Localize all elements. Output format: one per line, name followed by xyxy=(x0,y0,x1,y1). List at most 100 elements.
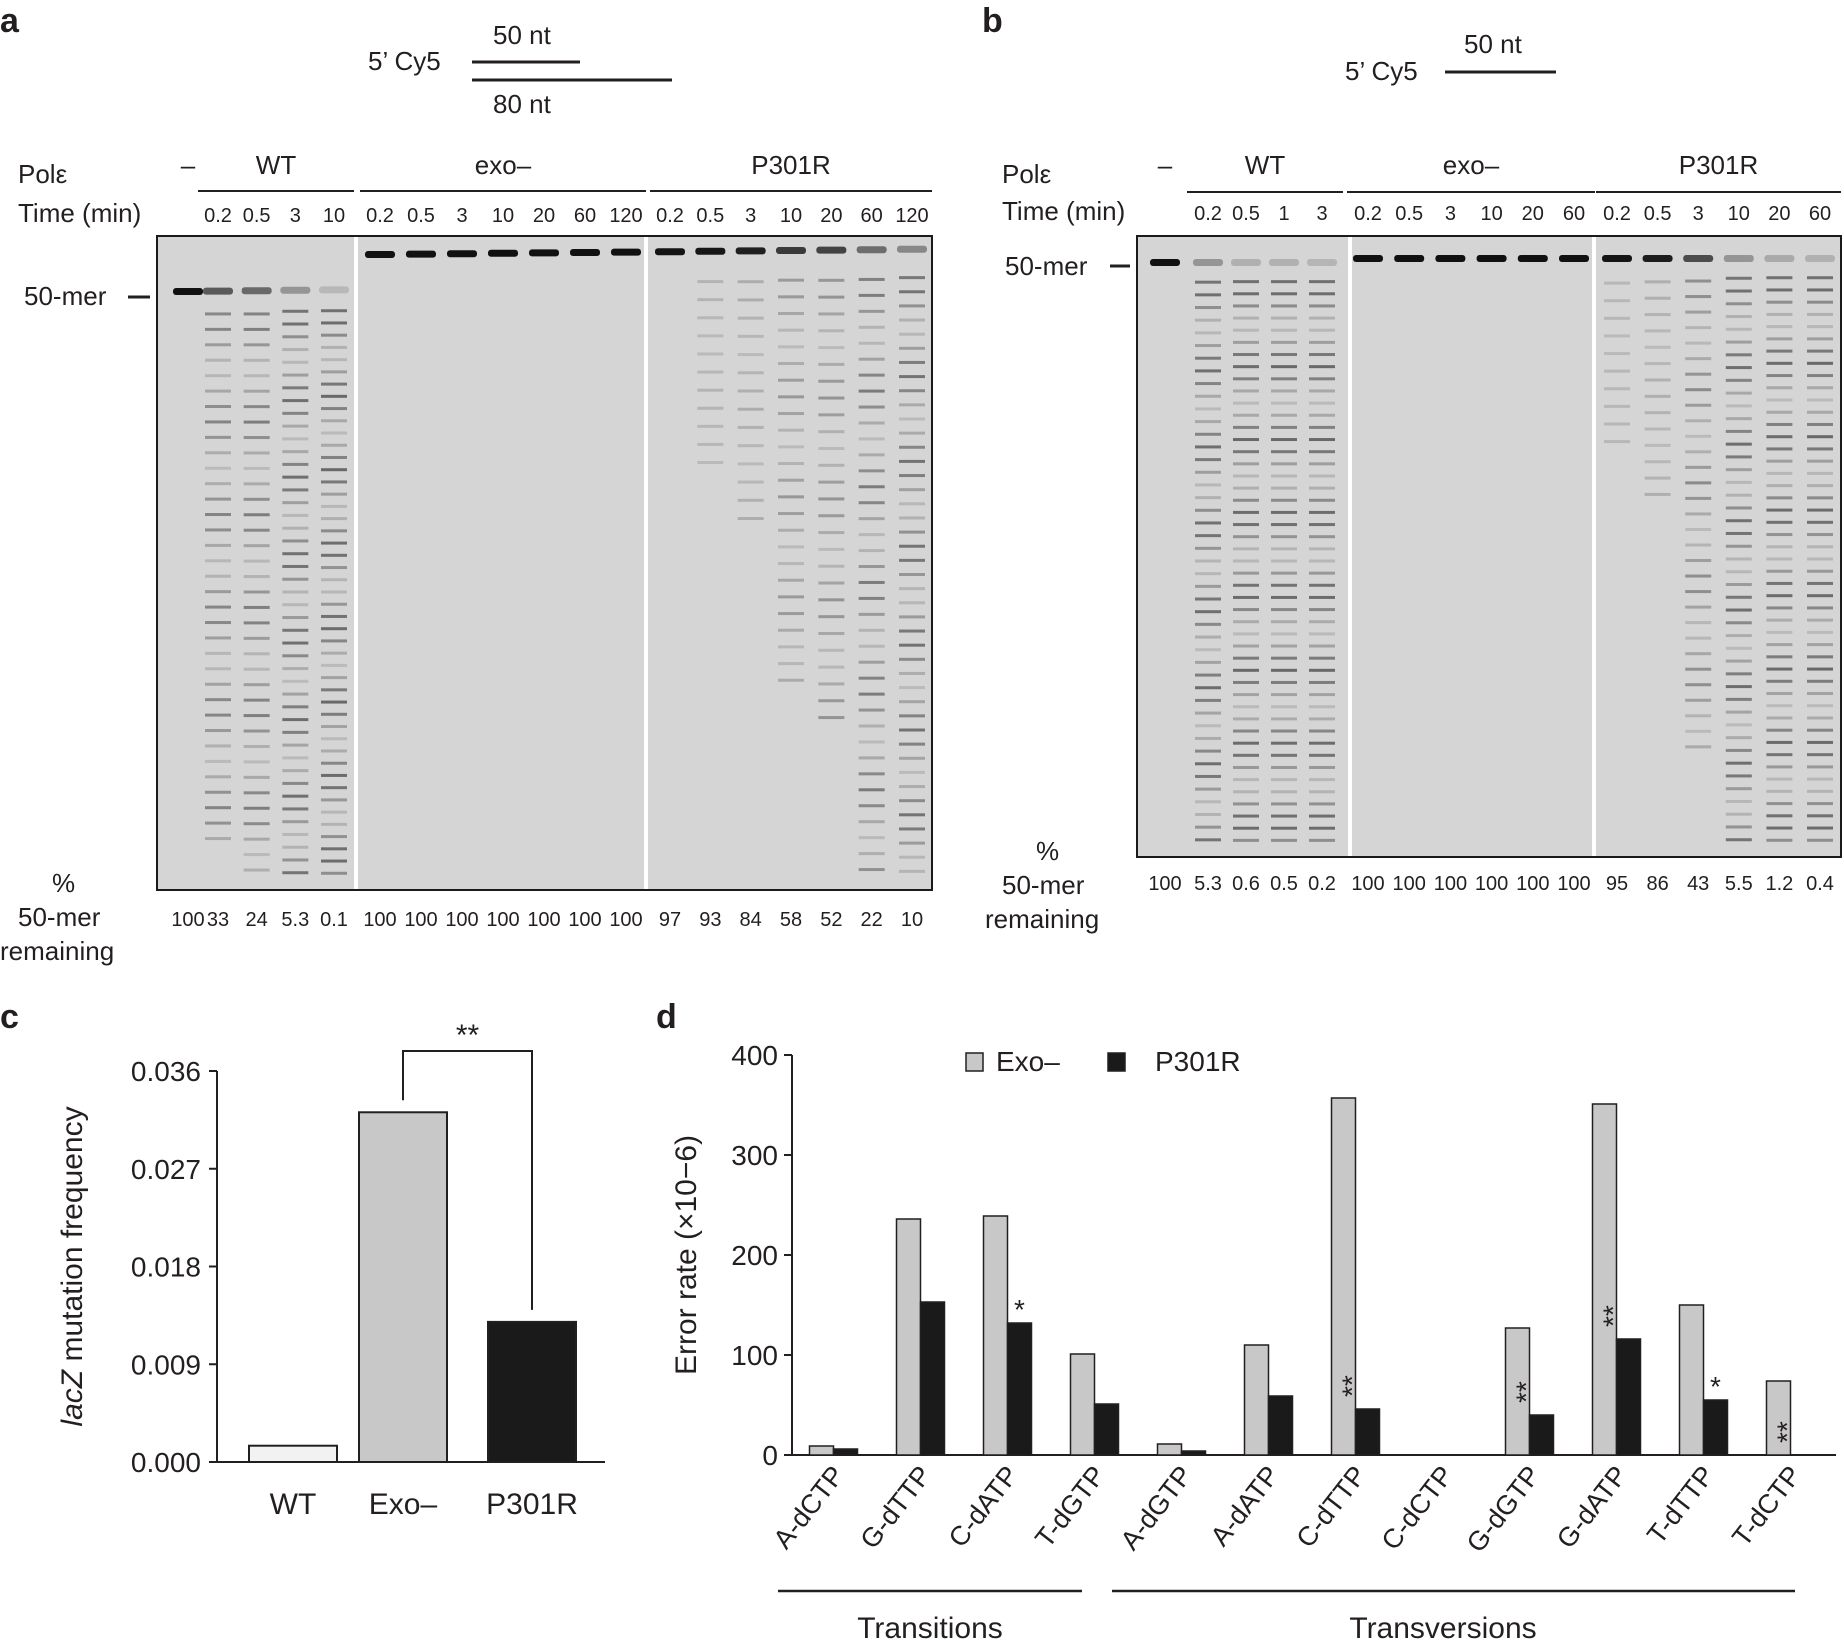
gel-band-product xyxy=(321,859,347,863)
gel-band-product xyxy=(243,775,270,779)
gel-band-product xyxy=(1807,581,1833,585)
gel-band-product xyxy=(737,353,764,357)
remaining-value: 100 xyxy=(1393,873,1426,895)
gel-band-product xyxy=(1309,753,1335,757)
gel-band-product xyxy=(1233,304,1259,308)
gel-band-product xyxy=(1725,417,1752,421)
gel-band-product xyxy=(1644,280,1671,284)
gel-band-product xyxy=(205,435,231,439)
time-label: 3 xyxy=(1693,203,1704,225)
gel-band-product xyxy=(1195,546,1221,550)
gel-band-product xyxy=(1725,327,1752,331)
time-label: 3 xyxy=(745,205,756,227)
gel-band-product xyxy=(282,360,309,364)
gel-band-product xyxy=(243,714,270,718)
gel-band-product xyxy=(697,298,724,302)
gel-band-product xyxy=(321,419,347,423)
gel-band-product xyxy=(1807,349,1833,353)
gel-band-product xyxy=(1309,595,1335,599)
gel-band-product xyxy=(1685,326,1712,330)
gel-band-product xyxy=(1644,411,1671,415)
gel-band-product xyxy=(321,541,347,545)
y-axis-label-rest: mutation frequency xyxy=(56,1106,89,1369)
time-label: 0.2 xyxy=(366,205,394,227)
gel-band-product xyxy=(1233,547,1259,551)
time-label: 1 xyxy=(1278,203,1289,225)
group-label-transitions: Transitions xyxy=(857,1612,1003,1641)
panel-a-lane-header: – WT 0.2 0.5 3 10 exo– 0.2 0.5 3 10 20 60 120 P301R 0.2… xyxy=(181,150,932,227)
gel-band-product xyxy=(1766,728,1793,732)
gel-band-product xyxy=(321,712,347,716)
row-label-time: Time (min) xyxy=(18,198,141,228)
gel-band-product xyxy=(243,575,270,579)
gel-band-product xyxy=(1766,337,1793,341)
gel-band-product xyxy=(858,533,885,537)
gel-band-product xyxy=(1685,683,1712,687)
lane-group-wt-label: WT xyxy=(256,150,297,180)
gel-band-product xyxy=(205,559,231,563)
gel-band-product xyxy=(243,760,270,764)
gel-band-product xyxy=(205,590,231,594)
gel-band-product xyxy=(1725,366,1752,370)
gel-band-full-length xyxy=(173,288,203,295)
gel-band-product xyxy=(1807,740,1833,744)
gel-band-product xyxy=(282,705,309,709)
gel-band-product xyxy=(243,374,270,378)
y-tick-label: 100 xyxy=(731,1340,778,1371)
gel-band-product xyxy=(243,497,270,501)
gel-background xyxy=(1136,235,1842,858)
gel-band-product xyxy=(205,605,231,609)
gel-band-product xyxy=(243,466,270,470)
gel-band-product xyxy=(1725,429,1752,433)
gel-band-product xyxy=(243,698,270,702)
remaining-value: 100 xyxy=(568,909,601,931)
gel-band-product xyxy=(858,549,885,553)
gel-band-product xyxy=(899,728,925,732)
gel-band-product xyxy=(1309,328,1335,332)
gel-band-product xyxy=(1195,483,1221,487)
gel-band-product xyxy=(858,405,885,409)
gel-band-product xyxy=(1309,802,1335,806)
gel-band-product xyxy=(899,304,925,308)
gel-band-product xyxy=(858,421,885,425)
gel-band-product xyxy=(282,832,309,836)
gel-band-product xyxy=(1309,535,1335,539)
gel-band-product xyxy=(1725,659,1752,663)
gel-band-product xyxy=(778,562,804,566)
x-category-label: Exo– xyxy=(369,1488,438,1521)
gel-band-product xyxy=(282,386,309,390)
gel-band-product xyxy=(1725,748,1752,752)
gel-band-product xyxy=(282,679,309,683)
gel-band-product xyxy=(1766,471,1793,475)
gel-band-product xyxy=(1309,632,1335,636)
gel-band-product xyxy=(1766,447,1793,451)
gel-band-product xyxy=(321,431,347,435)
gel-band-product xyxy=(1725,519,1752,523)
gel-band-product xyxy=(1309,413,1335,417)
gel-band-product xyxy=(1233,705,1259,709)
gel-band-product xyxy=(1309,316,1335,320)
gel-band-product xyxy=(205,821,231,825)
x-category-label: T-dTTP xyxy=(1641,1460,1720,1549)
panel-b-schematic: 5’ Cy5 50 nt xyxy=(1345,29,1556,86)
gel-band-product xyxy=(1309,304,1335,308)
gel-band-product xyxy=(1725,595,1752,599)
gel-band-product xyxy=(778,312,804,316)
gel-band-product xyxy=(321,443,347,447)
gel-band-product xyxy=(1309,571,1335,575)
gel-band-product xyxy=(1271,425,1297,429)
bar-exo xyxy=(1330,1097,1357,1456)
gel-band-product xyxy=(1725,455,1752,459)
gel-band-product xyxy=(1233,328,1259,332)
gel-band-product xyxy=(321,504,347,508)
gel-band-product xyxy=(1195,774,1221,778)
gel-band-product xyxy=(1725,812,1752,816)
pct-label: remaining xyxy=(985,904,1099,934)
gel-band-product xyxy=(282,424,309,428)
gel-band-product xyxy=(899,417,925,421)
gel-band-product xyxy=(1725,570,1752,574)
gel-band-product xyxy=(321,566,347,570)
remaining-value: 100 xyxy=(1475,873,1508,895)
remaining-value: 93 xyxy=(699,909,721,931)
gel-band-product xyxy=(282,858,309,862)
